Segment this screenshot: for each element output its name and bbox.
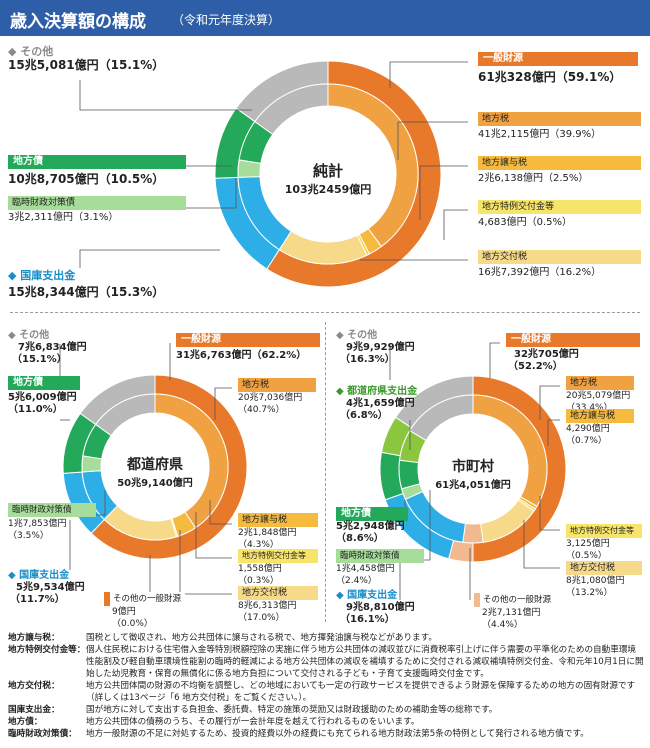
muni-center-label: 市町村 61兆4,051億円 — [435, 459, 511, 491]
total-tokurei-label: 地方特例交付金等 4,683億円（0.5%） — [478, 200, 641, 229]
notes-section: 地方譲与税： 国税として徴収され、地方公共団体に譲与される税で、地方揮発油譲与税な… — [8, 632, 644, 740]
leader-line-0 — [389, 61, 468, 88]
note-row: 地方債： 地方公共団体の債務のうち、その履行が一会計年度を越えて行われるものをいい… — [8, 717, 420, 727]
leader-line-22 — [539, 496, 560, 531]
muni-rinji-label: 臨時財政対策債 1兆4,458億円 （2.4%） — [336, 549, 424, 587]
pref-bond-label: 地方債 5兆6,009億円 （11.0%） — [8, 376, 80, 416]
municipality-inner-slice-7 — [398, 459, 421, 490]
muni-other-label: ◆ その他 9兆9,929億円 （16.3%） — [336, 330, 415, 365]
muni-joyo-label: 地方譲与税 4,290億円 （0.7%） — [566, 409, 634, 447]
muni-tax-label: 地方税 20兆5,079億円 （33.4%） — [566, 376, 634, 414]
leader-line-8 — [79, 249, 220, 268]
municipality-inner-slice-4 — [462, 522, 484, 544]
total-rinji-label: 臨時財政対策債 3兆2,311億円（3.1%） — [8, 196, 186, 224]
leader-line-20 — [539, 385, 560, 420]
page-subtitle: （令和元年度決算） — [172, 13, 281, 27]
leader-line-7 — [180, 178, 237, 209]
muni-prefsub-label: ◆ 都道府県支出金 4兆1,659億円 （6.8%） — [336, 386, 418, 421]
note-row: 地方交付税： 地方公共団体間の財源の不均衡を調整し、どの地域においても一定の行政サ… — [8, 681, 636, 703]
muni-tokurei-label: 地方特例交付金等 3,125億円 （0.5%） — [566, 524, 642, 562]
total-inner-slice-7 — [254, 83, 329, 136]
note-row: 国庫支出金： 国が地方に対して支出する負担金、委託費、特定の施策の奨励又は財政援助… — [8, 705, 498, 715]
horizontal-divider — [10, 312, 640, 313]
page-title: 歳入決算額の構成 — [10, 12, 146, 32]
note-row: 臨時財政対策債： 地方一般財源の不足に対処するため、投資的経費以外の経費にも充てら… — [8, 729, 589, 739]
municipality-inner-slice-9 — [409, 394, 474, 442]
total-center-label: 純計 103兆2459億円 — [284, 162, 372, 196]
title-bar: 歳入決算額の構成 （令和元年度決算） — [0, 0, 650, 36]
leader-line-23 — [523, 520, 560, 569]
leader-line-1 — [397, 121, 468, 160]
prefecture-donut-hole — [101, 413, 209, 521]
prefecture-inner-slice-7 — [95, 393, 156, 437]
total-tax-label: 地方税 41兆2,115億円（39.9%） — [478, 112, 641, 141]
leader-line-21 — [547, 419, 560, 446]
muni-kofu-label: 地方交付税 8兆1,080億円 （13.2%） — [566, 561, 642, 599]
note-row: 地方特例交付金等： 個人住民税における住宅借入金等特別税額控除の実施に伴う地方公共… — [8, 645, 644, 679]
total-general-label: 一般財源 61兆328億円（59.1%） — [478, 52, 638, 84]
note-row: 地方譲与税： 国税として徴収され、地方公共団体に譲与される税で、地方揮発油譲与税な… — [8, 633, 437, 643]
pref-othergen-label: その他の一般財源 9億円 （0.0%） — [104, 592, 186, 630]
total-kokko-label: ◆ 国庫支出金 15兆8,344億円（15.3%） — [8, 269, 165, 300]
pref-kofu-label: 地方交付税 8兆6,313億円 （17.0%） — [238, 586, 318, 624]
pref-tax-label: 地方税 20兆7,036億円 （40.7%） — [238, 378, 316, 416]
pref-other-label: ◆ その他 7兆6,834億円 （15.1%） — [8, 330, 87, 365]
leader-line-10 — [214, 387, 232, 420]
leader-line-5 — [79, 80, 252, 111]
leader-line-19 — [489, 342, 500, 378]
municipality-donut-hole — [418, 414, 528, 524]
leader-line-12 — [195, 512, 232, 559]
total-donut-hole — [260, 106, 396, 242]
pref-general-label: 一般財源 31兆6,763億円（62.2%） — [176, 333, 320, 362]
leader-line-2 — [419, 165, 468, 220]
muni-kokko-label: ◆ 国庫支出金 9兆8,810億円 （16.1%） — [336, 590, 415, 625]
vertical-divider — [325, 322, 326, 622]
total-bond-label: 地方債 10兆8,705億円（10.5%） — [8, 155, 186, 186]
muni-othergen-label: その他の一般財源 2兆7,131億円 （4.4%） — [474, 593, 556, 631]
muni-general-label: 一般財源 32兆705億円 （52.2%） — [506, 333, 640, 373]
leader-line-3 — [443, 209, 468, 240]
pref-joyo-label: 地方譲与税 2兆1,848億円 （4.3%） — [238, 513, 318, 551]
total-other-label: ◆ その他 15兆5,081億円（15.1%） — [8, 45, 165, 73]
pref-tokurei-label: 地方特例交付金等 1,558億円 （0.3%） — [238, 549, 318, 587]
total-kofu-label: 地方交付税 16兆7,392億円（16.2%） — [478, 250, 641, 279]
pref-kokko-label: ◆ 国庫支出金 5兆9,534億円 （11.7%） — [8, 570, 85, 605]
pref-center-label: 都道府県 50兆9,140億円 — [117, 457, 193, 489]
pref-rinji-label: 臨時財政対策債 1兆7,853億円 （3.5%） — [8, 503, 96, 542]
leader-line-11 — [209, 500, 232, 525]
muni-bond-label: 地方債 5兆2,948億円 （8.6%） — [336, 507, 408, 545]
total-joyo-label: 地方譲与税 2兆6,138億円（2.5%） — [478, 156, 641, 185]
